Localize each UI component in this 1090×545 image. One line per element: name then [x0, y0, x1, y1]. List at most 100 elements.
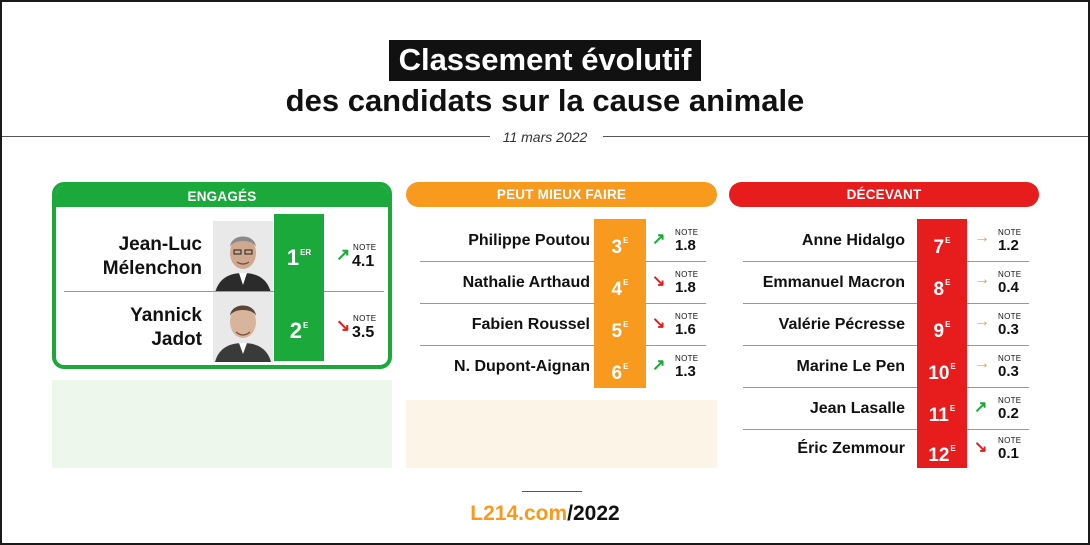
rank-badge: 9E [933, 320, 951, 342]
candidate-row: Fabien Roussel 5E ↘ NOTE 1.6 [418, 304, 708, 346]
page-title: Classement évolutif [0, 40, 1090, 81]
rank-badge: 7E [933, 236, 951, 258]
page-subtitle: des candidats sur la cause animale [285, 83, 805, 118]
note-label: NOTE [998, 270, 1022, 279]
row-divider [967, 261, 1029, 262]
row-divider [967, 429, 1029, 430]
rank-badge: 10E [928, 362, 956, 384]
row-divider [646, 303, 706, 304]
row-divider [420, 345, 594, 346]
footer-year: /2022 [567, 502, 620, 525]
rank-badge: 6E [611, 362, 629, 384]
rank-badge: 12E [928, 444, 956, 466]
note-value: 4.1 [352, 253, 375, 270]
row-divider [743, 345, 917, 346]
note-label: NOTE [998, 312, 1022, 321]
note-value: 0.1 [998, 445, 1019, 462]
footer-divider [522, 491, 582, 492]
rank-badge: 1ER [274, 214, 324, 292]
note-value: 0.4 [998, 279, 1019, 296]
row-divider [743, 303, 917, 304]
candidate-row: Jean-Luc Mélenchon 1ER ↗ NOTE 4.1 [64, 214, 384, 293]
column-header-decevant: DÉCEVANT [729, 182, 1039, 207]
note-label: NOTE [998, 228, 1022, 237]
candidate-row: N. Dupont-Aignan 6E ↗ NOTE 1.3 [418, 346, 708, 388]
date-label: 11 mars 2022 [502, 129, 588, 145]
candidate-name: Jean Lasalle [809, 400, 905, 417]
row-divider [967, 387, 1029, 388]
rank-badge: 8E [933, 278, 951, 300]
footer: L214.com/2022 [0, 502, 1090, 526]
header-divider-left [2, 136, 490, 137]
candidate-name: N. Dupont-Aignan [454, 358, 590, 375]
candidate-name: Emmanuel Macron [762, 274, 905, 291]
row-divider [64, 291, 384, 292]
header-divider-right [603, 136, 1088, 137]
rank-badge: 11E [928, 404, 956, 426]
arrow-down-right-icon: ↘ [652, 315, 666, 332]
arrow-down-right-icon: ↘ [974, 439, 988, 456]
candidate-row: Emmanuel Macron 8E → NOTE 0.4 [741, 262, 1031, 304]
note-value: 1.3 [675, 363, 696, 380]
note-label: NOTE [675, 354, 699, 363]
candidate-row: Anne Hidalgo 7E → NOTE 1.2 [741, 220, 1031, 262]
candidate-name: Jean-Luc Mélenchon [102, 234, 202, 279]
note-value: 0.3 [998, 321, 1019, 338]
candidate-name: Marine Le Pen [796, 358, 905, 375]
candidate-row: Yannick Jadot 2E ↘ NOTE 3.5 [64, 291, 384, 362]
arrow-up-right-icon: ↗ [336, 245, 351, 264]
footer-site-link[interactable]: L214.com [470, 502, 568, 525]
row-divider [420, 303, 594, 304]
candidate-name: Éric Zemmour [797, 440, 905, 457]
row-divider [967, 303, 1029, 304]
note-value: 1.6 [675, 321, 696, 338]
arrow-up-right-icon: ↗ [652, 357, 666, 374]
rank-badge: 2E [274, 291, 324, 361]
empty-slot-peut-mieux-faire [406, 400, 717, 468]
candidate-row: Marine Le Pen 10E → NOTE 0.3 [741, 346, 1031, 388]
rank-badge: 4E [611, 278, 629, 300]
row-divider [420, 261, 594, 262]
note-value: 0.2 [998, 405, 1019, 422]
candidate-name: Philippe Poutou [468, 232, 590, 249]
arrow-right-icon: → [974, 313, 990, 330]
row-divider [967, 345, 1029, 346]
arrow-right-icon: → [974, 271, 990, 288]
rank-column-peut-mieux-faire [594, 219, 646, 388]
candidate-photo [213, 221, 273, 293]
candidate-row: Éric Zemmour 12E ↘ NOTE 0.1 [741, 428, 1031, 470]
candidate-name: Fabien Roussel [471, 316, 590, 333]
note-value: 1.2 [998, 237, 1019, 254]
note-label: NOTE [353, 314, 377, 323]
empty-slot-engages [52, 380, 392, 468]
candidate-row: Valérie Pécresse 9E → NOTE 0.3 [741, 304, 1031, 346]
candidate-row: Philippe Poutou 3E ↗ NOTE 1.8 [418, 220, 708, 262]
title-line-1: Classement évolutif [388, 40, 702, 81]
column-engages: ENGAGÉS Jean-Luc Mélenchon 1ER ↗ NOTE 4.… [52, 182, 392, 369]
note-label: NOTE [675, 270, 699, 279]
arrow-up-right-icon: ↗ [652, 231, 666, 248]
candidate-name: Yannick Jadot [130, 305, 202, 350]
note-label: NOTE [675, 228, 699, 237]
note-label: NOTE [353, 243, 377, 252]
row-divider [743, 429, 917, 430]
note-label: NOTE [998, 436, 1022, 445]
candidate-row: Jean Lasalle 11E ↗ NOTE 0.2 [741, 388, 1031, 430]
rank-badge: 5E [611, 320, 629, 342]
note-label: NOTE [998, 354, 1022, 363]
candidate-photo [213, 292, 273, 362]
row-divider [743, 387, 917, 388]
rank-column-decevant [917, 219, 967, 468]
candidate-name: Anne Hidalgo [801, 232, 905, 249]
note-label: NOTE [675, 312, 699, 321]
arrow-right-icon: → [974, 355, 990, 372]
note-value: 3.5 [352, 324, 375, 341]
row-divider [646, 345, 706, 346]
arrow-down-right-icon: ↘ [652, 273, 666, 290]
note-label: NOTE [998, 396, 1022, 405]
note-value: 0.3 [998, 363, 1019, 380]
column-header-engages: ENGAGÉS [56, 186, 388, 207]
arrow-right-icon: → [974, 229, 990, 246]
rank-badge: 3E [611, 236, 629, 258]
